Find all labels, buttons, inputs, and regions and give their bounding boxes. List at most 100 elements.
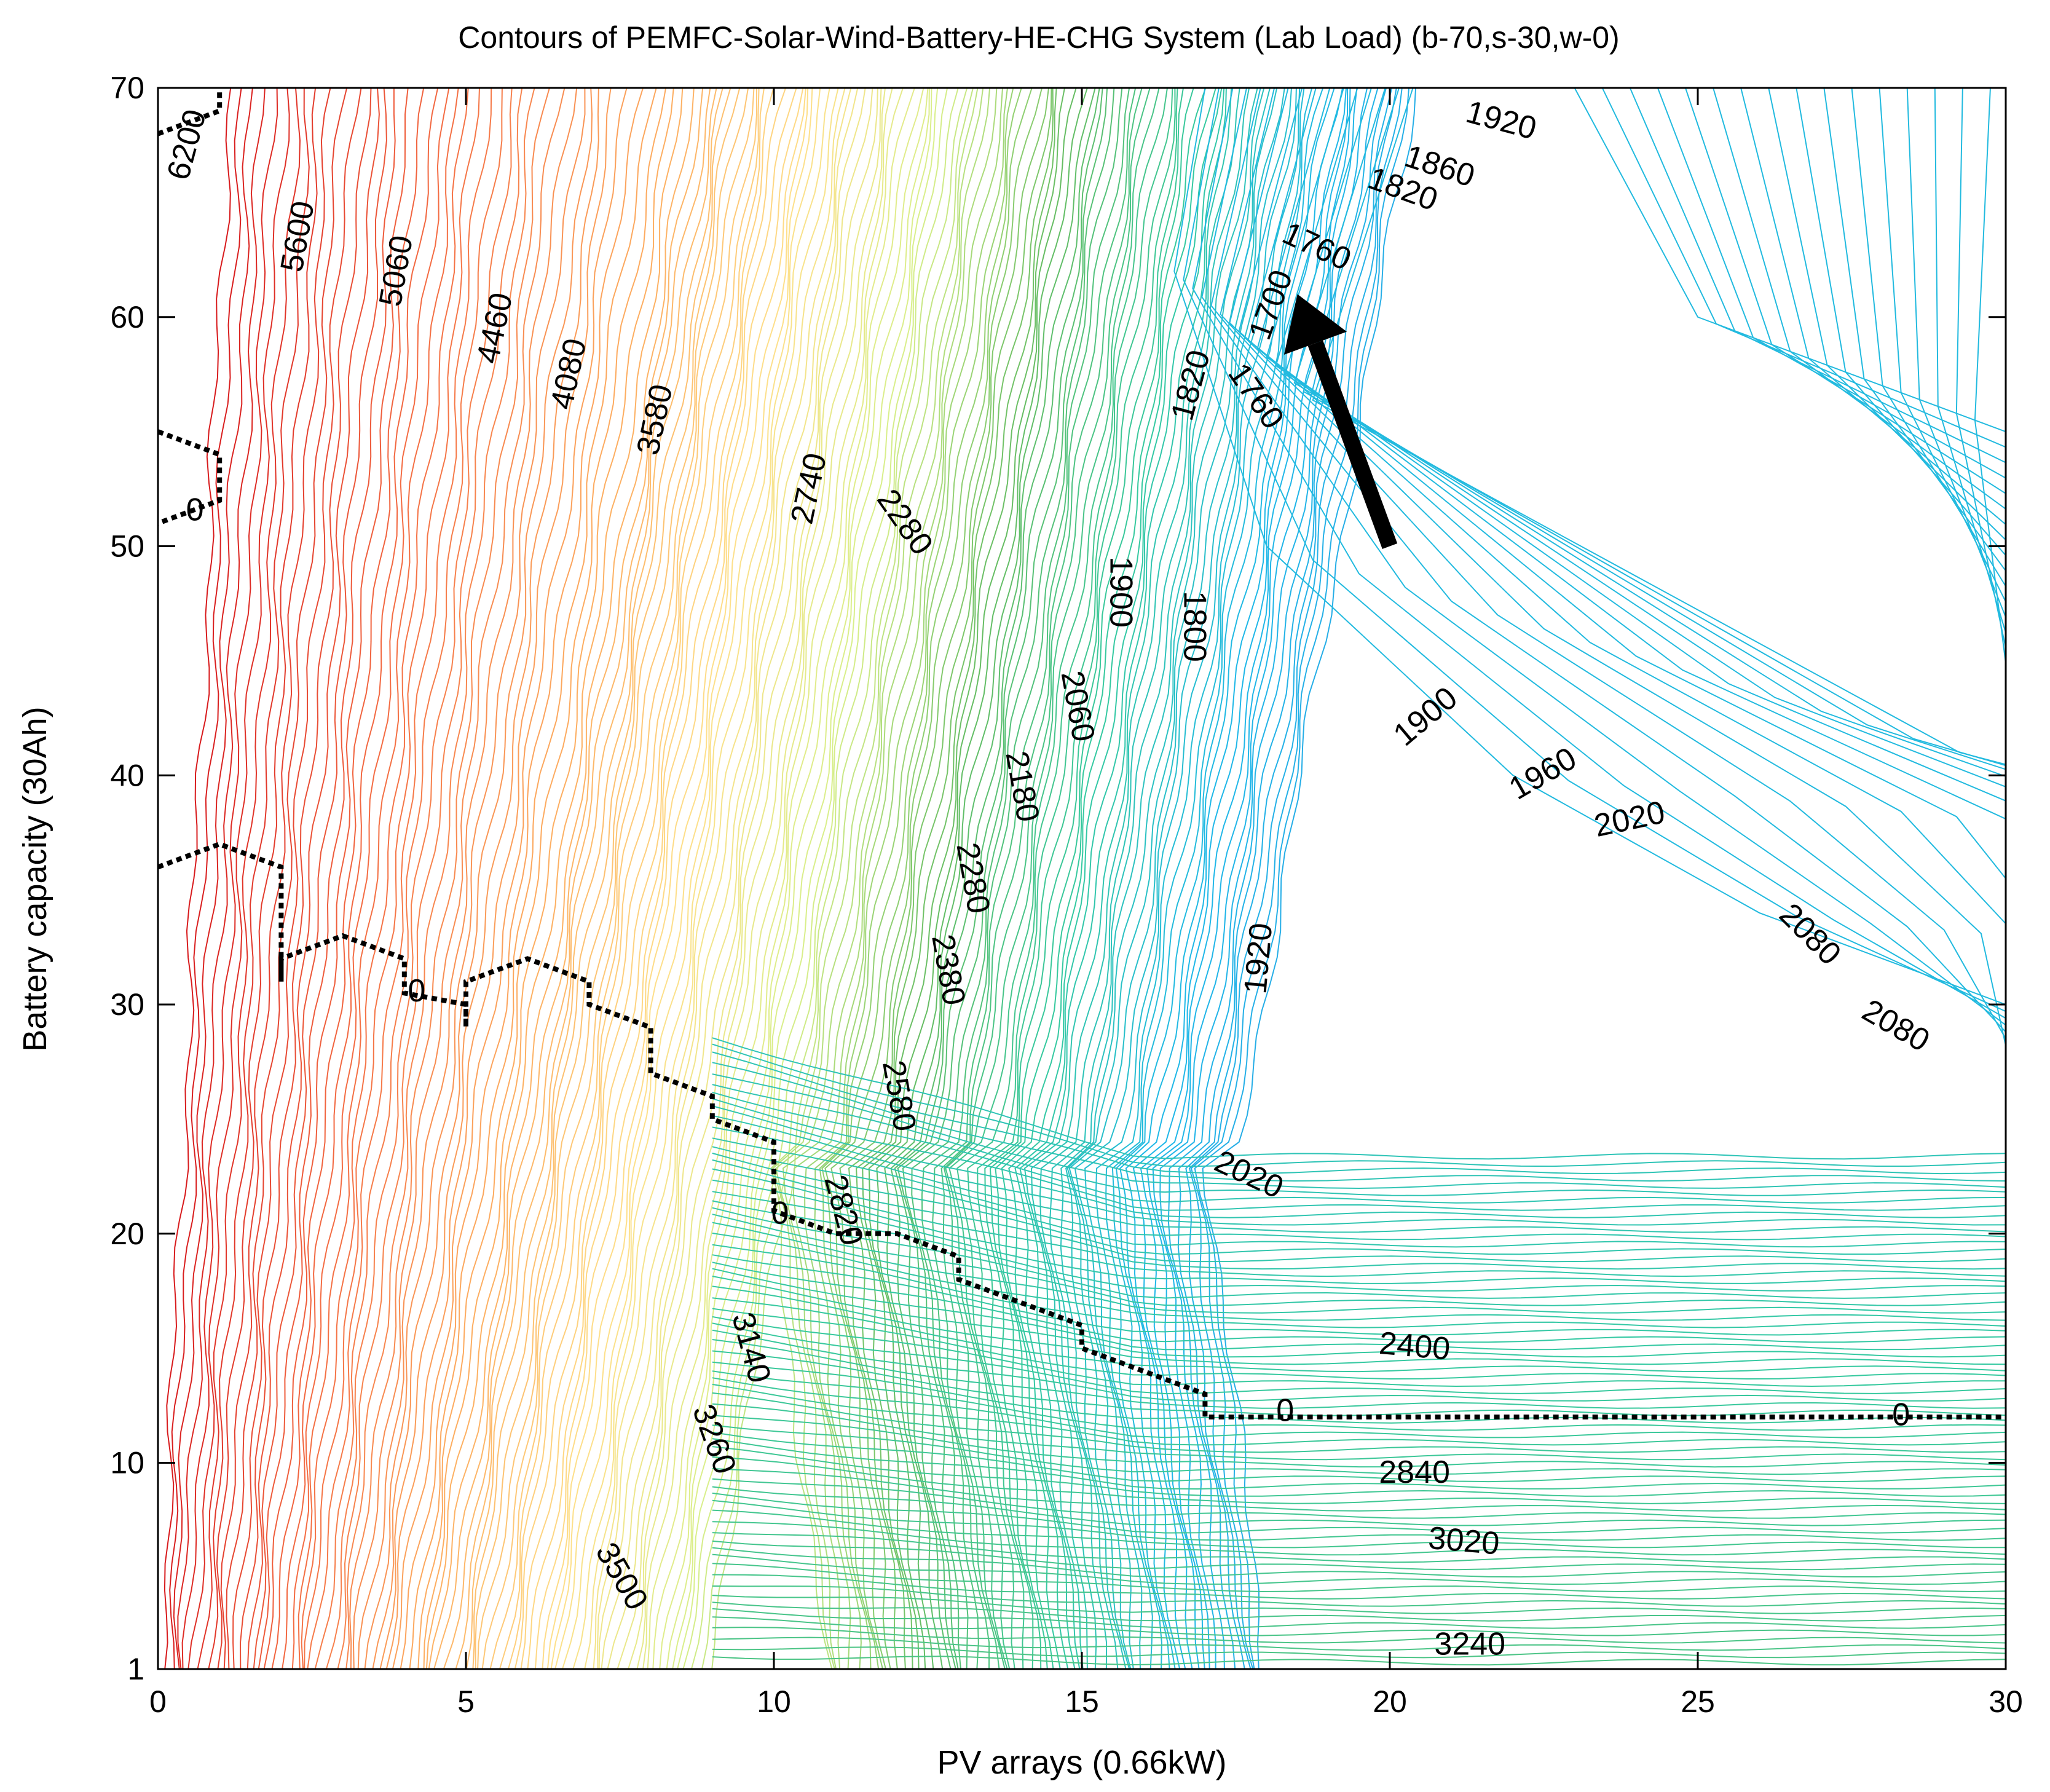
contour-line [712,1553,2006,1585]
contour-line [542,88,806,1669]
contour-line [425,88,684,1669]
contour-line [943,88,1151,1669]
contour-line [977,88,1178,1669]
contour-line [642,88,904,1669]
contour-line [246,88,380,1669]
contour-line [1312,88,2006,1108]
contour-line [258,88,396,1669]
contour-line [792,88,1003,1669]
zero-contour-line [158,88,223,136]
contour-line [1019,88,1227,1669]
contour-line [314,88,503,1669]
x-tick-label: 25 [1681,1684,1715,1719]
contour-line [1934,88,2006,633]
contour-line [1105,88,1305,1669]
contour-line [1275,88,2006,1081]
contour-line [1220,88,2006,1040]
contour-line [712,1329,2006,1402]
contour-line [839,88,1052,1669]
zero-contour [158,88,2006,1419]
contour-line [472,88,731,1669]
contour-line [712,1585,2006,1607]
contour-line [712,1509,2006,1549]
contour-line [1574,88,2006,433]
x-tick-label: 5 [457,1684,475,1719]
contour-line [945,88,1160,1669]
contour-line [636,88,893,1669]
contour-line [291,88,450,1669]
contour-line [712,1191,2006,1284]
y-tick-label: 30 [110,987,144,1022]
contour-line [507,88,765,1669]
contour-label: 1920 [1237,922,1279,995]
contour-line [712,1486,2006,1526]
y-tick-label: 20 [110,1217,144,1251]
contour-line [1247,88,2006,1060]
contour-line [712,1091,2006,1204]
contour-line [607,88,878,1669]
contour-line [550,88,813,1669]
contour-line [989,88,1194,1669]
contour-line [897,88,1108,1669]
contour-line [1713,88,2006,510]
contour-line [712,1254,2006,1336]
contour-line [876,88,1088,1669]
contour-line [712,1098,2006,1211]
contour-line [830,88,1049,1669]
contour-line [659,88,929,1669]
contour-line [304,88,480,1669]
contour-line [428,88,695,1669]
contour-line [514,88,775,1669]
contour-line [598,88,866,1669]
contour-line [814,88,1014,1669]
x-tick-label: 30 [1989,1684,2023,1719]
contour-line [1066,88,1278,1669]
contour-line [712,1179,2006,1277]
y-tick-label: 40 [110,758,144,792]
contour-label: 1800 [1177,591,1213,662]
contour-line [1065,88,1271,1669]
contour-line [770,88,979,1669]
contour-line [672,88,932,1669]
contour-line [1111,88,1313,1669]
contour-line [712,1268,2006,1351]
contour-line [775,88,991,1669]
arrow-head [1283,294,1347,355]
contour-line [465,88,723,1669]
contour-line [712,1595,2006,1614]
contour-line [712,1297,2006,1373]
contour-line [253,88,387,1669]
x-tick-label: 0 [149,1684,167,1719]
contour-label: 3020 [1427,1520,1500,1562]
contour-line [712,1276,2006,1358]
contour-line [325,88,513,1669]
zero-contour-label: 0 [1892,1397,1910,1433]
contour-line [1201,88,2006,1026]
contour-line [345,88,535,1669]
contour-line [712,1616,2006,1636]
contour-line [647,88,915,1669]
contour-line [712,1222,2006,1314]
contour-line [298,88,459,1669]
contour-line [984,88,1184,1669]
contour-line [364,88,586,1669]
zero-contour-label: 0 [1276,1392,1294,1428]
contour-line [712,1316,2006,1387]
contour-line [417,88,667,1669]
contour-line [239,88,372,1669]
contour-line [890,88,1100,1669]
contour-line [712,1563,2006,1593]
contour-line [712,1084,2006,1196]
contour-line [712,1601,2006,1622]
contour-line [584,88,846,1669]
contour-line [1194,88,1409,1669]
y-tick-label: 10 [110,1446,144,1480]
contour-line [712,1499,2006,1541]
contour-line [597,88,859,1669]
contour-line [712,1207,2006,1299]
contour-line [1183,88,2006,1012]
contour-line [712,1532,2006,1563]
contour-line [481,88,755,1669]
x-tick-label: 15 [1065,1684,1099,1719]
